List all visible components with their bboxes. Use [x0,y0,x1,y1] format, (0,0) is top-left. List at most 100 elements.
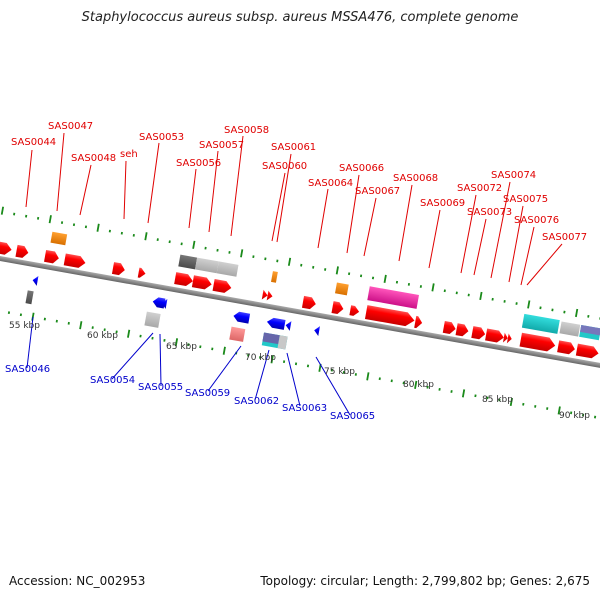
forward-gene-label[interactable]: SAS0066 [339,163,384,174]
minor-tick [371,276,375,280]
forward-gene-label[interactable]: SAS0076 [514,215,559,226]
forward-gene-label[interactable]: SAS0057 [199,140,244,151]
minor-tick [163,338,166,342]
feature-gray[interactable] [216,261,239,277]
minor-tick [43,317,46,321]
cds-forward-arrow[interactable] [519,332,557,353]
minor-tick [503,300,506,303]
feature-cyan[interactable] [521,313,560,334]
forward-gene-label[interactable]: SAS0061 [271,142,316,153]
cds-forward-arrow[interactable] [63,253,87,268]
forward-gene-label[interactable]: SAS0073 [467,207,512,218]
minor-tick [264,257,267,261]
forward-gene-label[interactable]: SAS0075 [503,194,548,205]
label-leader-line [526,243,563,286]
minor-tick [306,364,310,368]
cds-forward-arrow[interactable] [349,305,360,316]
cds-forward-arrow[interactable] [442,320,457,335]
cds-reverse-arrow[interactable] [285,320,292,331]
cds-forward-arrow[interactable] [0,241,13,255]
cds-forward-arrow[interactable] [137,267,147,279]
forward-gene-label[interactable]: SAS0053 [139,132,184,143]
forward-gene-label[interactable]: SAS0072 [457,183,502,194]
feature-salmon[interactable] [229,326,246,342]
reverse-gene-label[interactable]: SAS0055 [138,382,183,393]
minor-tick [342,370,345,374]
scale-label: 60 kbp [87,331,118,341]
label-leader-line [123,160,127,220]
forward-gene-label[interactable]: SAS0064 [308,178,353,189]
reverse-gene-label[interactable]: SAS0065 [330,411,375,422]
reverse-gene-label[interactable]: SAS0059 [185,388,230,399]
label-leader-line [147,142,160,224]
cds-forward-arrow[interactable] [557,340,576,355]
feature-pink[interactable] [367,286,419,309]
forward-gene-label[interactable]: SAS0068 [393,173,438,184]
cds-forward-arrow[interactable] [485,328,505,344]
cds-forward-arrow[interactable] [506,333,513,344]
feature-orange[interactable] [50,231,68,246]
cds-forward-arrow[interactable] [331,301,344,315]
forward-gene-label[interactable]: SAS0060 [262,161,307,172]
minor-tick [84,225,88,229]
forward-gene-label[interactable]: SAS0056 [176,158,221,169]
cds-forward-arrow[interactable] [502,332,509,344]
reverse-gene-label[interactable]: SAS0063 [282,403,327,414]
cds-reverse-arrow[interactable] [32,275,39,286]
cds-forward-arrow[interactable] [266,290,274,302]
forward-gene-label[interactable]: SAS0058 [224,125,269,136]
minor-tick [522,402,525,406]
reverse-gene-label[interactable]: SAS0046 [5,364,50,375]
minor-tick [103,328,106,332]
cds-reverse-arrow[interactable] [266,317,286,330]
scale-label: 85 kbp [482,395,513,405]
cds-forward-arrow[interactable] [44,249,60,264]
cds-forward-arrow[interactable] [212,278,233,294]
feature-dark-gray[interactable] [178,254,198,270]
minor-tick [216,248,219,252]
label-leader-line [207,345,242,392]
feature-gray[interactable] [195,257,219,274]
reverse-gene-label[interactable]: SAS0062 [234,396,279,407]
forward-gene-label[interactable]: seh [120,149,138,160]
feature-gray[interactable] [144,311,161,328]
forward-gene-label[interactable]: SAS0048 [71,153,116,164]
forward-gene-label[interactable]: SAS0077 [542,232,587,243]
reverse-cds-row [32,275,321,337]
cds-forward-arrow[interactable] [15,244,29,259]
topology-text: Topology: circular; Length: 2,799,802 bp… [260,574,590,588]
cds-forward-arrow[interactable] [191,275,213,290]
cds-forward-arrow[interactable] [301,295,317,310]
cds-reverse-arrow[interactable] [152,297,166,309]
feature-gray [277,335,288,350]
major-tick [79,321,83,330]
forward-gene-label[interactable]: SAS0074 [491,170,536,181]
forward-gene-label[interactable]: SAS0069 [420,198,465,209]
cds-forward-arrow[interactable] [174,272,194,287]
cds-reverse-arrow[interactable] [161,298,168,309]
feature-dark-gray[interactable] [25,290,34,305]
feature-gray[interactable] [559,321,581,337]
label-leader-line [428,209,441,269]
scale-label: 65 kbp [166,342,197,352]
minor-tick [25,214,28,218]
cds-forward-arrow[interactable] [261,289,269,301]
feature-orange[interactable] [271,271,278,283]
minor-tick [151,336,154,340]
label-leader-line [25,149,33,208]
cds-forward-arrow[interactable] [575,343,600,360]
forward-gene-label[interactable]: SAS0067 [355,186,400,197]
cds-forward-arrow[interactable] [111,262,126,276]
label-leader-line [159,333,162,387]
cds-forward-arrow[interactable] [414,315,423,329]
cds-forward-arrow[interactable] [455,323,470,337]
reverse-gene-label[interactable]: SAS0054 [90,375,135,386]
cds-forward-arrow[interactable] [364,305,416,327]
forward-gene-label[interactable]: SAS0047 [48,121,93,132]
cds-forward-arrow[interactable] [471,326,486,340]
forward-gene-label[interactable]: SAS0044 [11,137,56,148]
feature-orange[interactable] [335,282,349,296]
cds-reverse-arrow[interactable] [233,311,251,324]
minor-tick [19,313,23,317]
cds-reverse-arrow[interactable] [313,325,321,337]
